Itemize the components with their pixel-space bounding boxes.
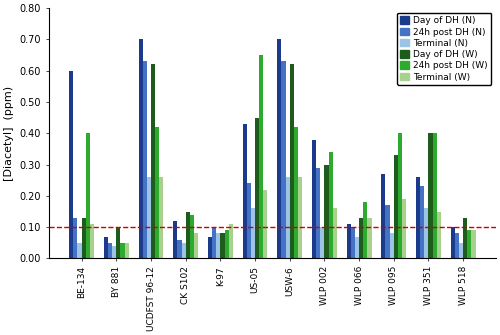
Bar (259, 55, 264, 258)
Bar (332, 208, 337, 258)
Bar (463, 218, 467, 258)
Bar (467, 230, 471, 258)
Bar (436, 211, 441, 258)
Bar (381, 174, 386, 258)
Bar (459, 243, 463, 258)
Bar (104, 237, 108, 258)
Bar (420, 187, 424, 258)
Bar (78, 243, 82, 258)
Bar (454, 233, 459, 258)
Bar (359, 218, 363, 258)
Bar (346, 224, 350, 258)
Bar (190, 215, 194, 258)
Bar (147, 177, 151, 258)
Bar (290, 64, 294, 258)
Bar (286, 177, 290, 258)
Bar (298, 177, 302, 258)
Bar (124, 243, 129, 258)
Bar (151, 64, 155, 258)
Bar (74, 218, 78, 258)
Bar (90, 224, 94, 258)
Bar (390, 233, 394, 258)
Bar (142, 61, 147, 258)
Bar (277, 40, 281, 258)
Bar (224, 230, 228, 258)
Bar (264, 190, 268, 258)
Bar (208, 237, 212, 258)
Bar (112, 246, 116, 258)
Bar (216, 233, 220, 258)
Bar (173, 221, 178, 258)
Bar (160, 177, 164, 258)
Bar (69, 71, 73, 258)
Bar (432, 133, 436, 258)
Bar (424, 208, 428, 258)
Bar (155, 127, 160, 258)
Bar (178, 240, 182, 258)
Bar (350, 227, 355, 258)
Bar (251, 208, 255, 258)
Bar (120, 243, 124, 258)
Bar (324, 164, 328, 258)
Bar (416, 177, 420, 258)
Bar (386, 205, 390, 258)
Bar (363, 202, 368, 258)
Bar (294, 127, 298, 258)
Bar (316, 168, 320, 258)
Bar (312, 140, 316, 258)
Bar (472, 230, 476, 258)
Bar (255, 118, 259, 258)
Bar (186, 211, 190, 258)
Bar (182, 243, 186, 258)
Bar (428, 133, 432, 258)
Bar (402, 199, 406, 258)
Bar (108, 243, 112, 258)
Bar (394, 155, 398, 258)
Bar (242, 124, 246, 258)
Bar (328, 152, 332, 258)
Bar (228, 224, 233, 258)
Bar (86, 133, 90, 258)
Bar (82, 218, 86, 258)
Legend: Day of DH (N), 24h post DH (N), Terminal (N), Day of DH (W), 24h post DH (W), Te: Day of DH (N), 24h post DH (N), Terminal… (397, 13, 492, 85)
Bar (368, 218, 372, 258)
Bar (355, 237, 359, 258)
Bar (320, 227, 324, 258)
Bar (116, 227, 120, 258)
Bar (398, 133, 402, 258)
Y-axis label: [Diacetyl]  (ppm): [Diacetyl] (ppm) (4, 86, 14, 181)
Bar (138, 40, 142, 258)
Bar (194, 233, 198, 258)
Bar (220, 233, 224, 258)
Bar (282, 61, 286, 258)
Bar (246, 183, 251, 258)
Bar (212, 227, 216, 258)
Bar (450, 227, 454, 258)
